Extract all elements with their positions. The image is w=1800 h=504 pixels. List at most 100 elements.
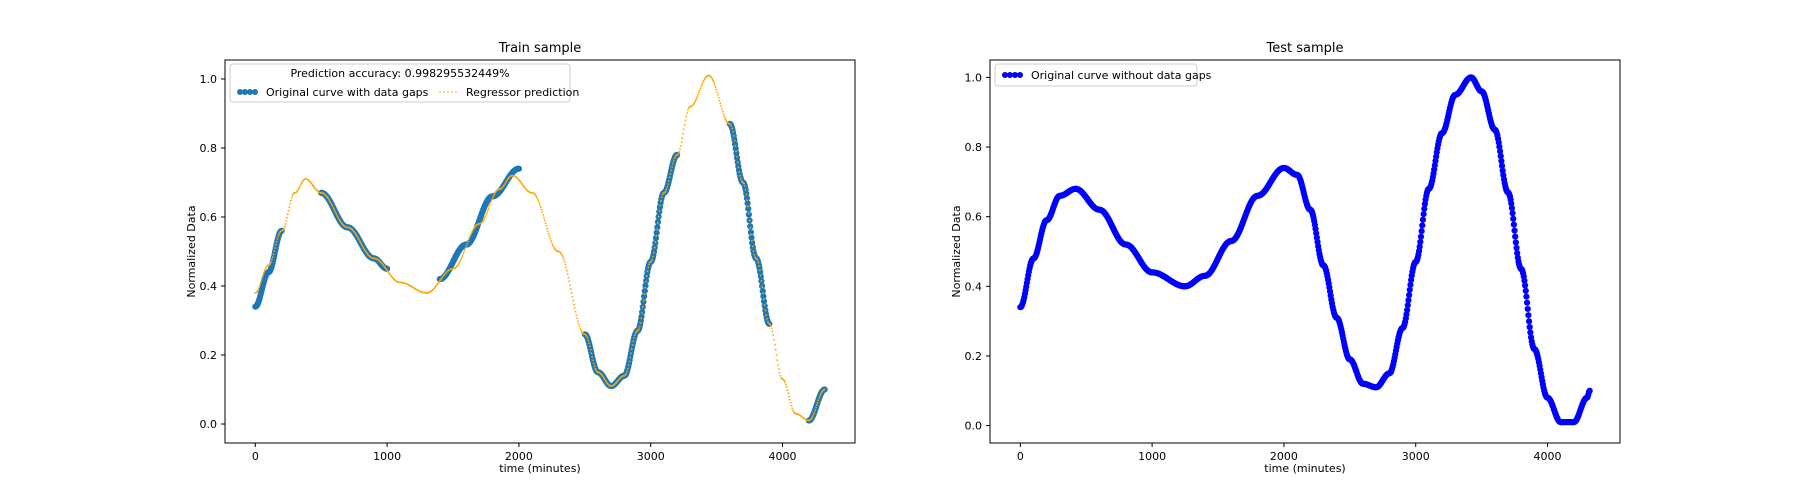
prediction-point [783, 379, 786, 382]
data-point [1417, 233, 1425, 240]
prediction-point [765, 314, 768, 316]
prediction-point [686, 109, 689, 112]
prediction-point [461, 254, 464, 257]
prediction-point [269, 262, 272, 265]
prediction-point [713, 81, 715, 84]
data-point [1524, 305, 1531, 313]
prediction-point [270, 261, 273, 263]
prediction-point [463, 248, 466, 251]
prediction-point [297, 187, 300, 190]
prediction-point [626, 367, 629, 370]
prediction-point [568, 280, 571, 283]
prediction-point [298, 186, 301, 188]
prediction-point [694, 100, 696, 103]
prediction-point [471, 229, 474, 232]
prediction-point [263, 271, 265, 274]
prediction-point [720, 108, 723, 110]
legend-box [229, 63, 571, 103]
prediction-point [637, 329, 639, 332]
prediction-point [717, 96, 720, 99]
prediction-point [762, 292, 764, 295]
prediction-point [764, 309, 767, 312]
prediction-point [646, 270, 649, 273]
x-tick-label: 3000 [637, 450, 665, 463]
prediction-point [286, 213, 289, 216]
prediction-point [634, 332, 637, 334]
data-point [748, 234, 755, 241]
prediction-point [645, 280, 647, 283]
prediction-point [360, 242, 363, 245]
prediction-point [284, 223, 287, 225]
prediction-point [588, 345, 591, 348]
legend-marker-series-1 [237, 89, 258, 95]
prediction-point [751, 245, 754, 248]
prediction-point [732, 135, 735, 137]
prediction-point [272, 253, 275, 256]
x-tick-label: 2000 [505, 450, 533, 463]
data-point [1496, 148, 1504, 155]
prediction-point [716, 91, 719, 94]
y-tick-label: 0.2 [965, 350, 983, 363]
prediction-point [300, 182, 303, 185]
prediction-point [575, 314, 578, 316]
prediction-point [355, 234, 358, 237]
prediction-point [785, 383, 787, 386]
data-point [1405, 297, 1412, 304]
prediction-point [593, 365, 596, 368]
data-point [1526, 324, 1533, 331]
prediction-point [282, 228, 284, 231]
prediction-point [757, 261, 760, 264]
data-point [1406, 291, 1413, 299]
prediction-point [552, 245, 555, 248]
legend-title: Prediction accuracy: 0.998295532449% [290, 67, 509, 80]
prediction-point [641, 306, 644, 308]
prediction-point [786, 389, 789, 391]
prediction-point [330, 202, 333, 205]
prediction-point [660, 199, 662, 202]
prediction-point [493, 193, 496, 196]
prediction-point [587, 339, 590, 342]
prediction-point [537, 199, 540, 202]
prediction-point [359, 241, 362, 244]
prediction-point [648, 263, 651, 266]
data-point [1512, 239, 1519, 246]
prediction-point [536, 198, 539, 200]
prediction-point [289, 199, 292, 202]
prediction-point [333, 209, 336, 211]
prediction-point [743, 182, 745, 185]
prediction-point [679, 145, 682, 148]
prediction-point [570, 292, 573, 294]
prediction-point [733, 139, 736, 142]
y-tick-label: 0.8 [200, 142, 218, 155]
x-tick-label: 4000 [1534, 450, 1562, 463]
prediction-point [561, 254, 564, 257]
prediction-point [337, 217, 340, 219]
prediction-point [656, 222, 659, 224]
prediction-point [778, 371, 781, 374]
prediction-point [504, 182, 507, 185]
prediction-point [759, 274, 762, 277]
prediction-point [573, 303, 575, 306]
prediction-point [459, 260, 462, 263]
prediction-point [275, 240, 278, 243]
data-point [1496, 143, 1503, 150]
prediction-point [577, 323, 580, 325]
prediction-point [628, 360, 631, 363]
prediction-point [791, 407, 794, 410]
prediction-point [671, 165, 673, 168]
data-point [1511, 227, 1518, 234]
prediction-point [735, 150, 738, 153]
data-point [1508, 200, 1515, 207]
prediction-point [329, 201, 332, 204]
legend-box [994, 63, 1198, 87]
prediction-point [603, 377, 605, 380]
prediction-point [779, 374, 782, 377]
prediction-point [682, 132, 685, 135]
data-point [1407, 281, 1414, 288]
prediction-point [484, 215, 487, 218]
prediction-point [585, 335, 588, 338]
prediction-point [697, 93, 700, 96]
prediction-point [592, 359, 594, 362]
data-point [747, 223, 754, 230]
prediction-point [744, 188, 747, 191]
